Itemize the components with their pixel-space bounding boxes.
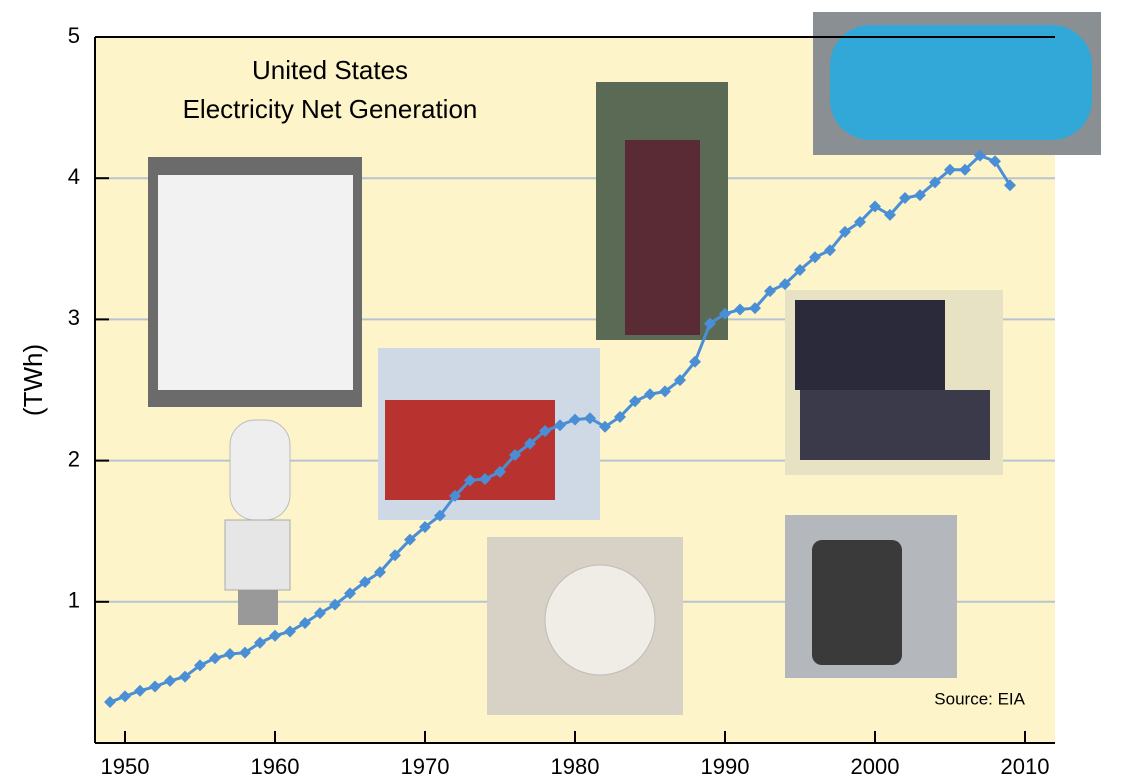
data-point — [854, 215, 866, 228]
data-point — [359, 576, 371, 589]
data-point — [374, 566, 386, 579]
data-point — [599, 420, 611, 433]
data-point — [914, 189, 926, 202]
data-point — [494, 465, 506, 478]
laptop-screen — [795, 300, 945, 390]
x-tick-label: 1950 — [101, 754, 150, 779]
data-point — [449, 489, 461, 502]
data-point — [869, 200, 881, 213]
data-point — [839, 225, 851, 238]
data-point — [569, 413, 581, 426]
data-point — [539, 424, 551, 437]
data-point — [794, 263, 806, 276]
data-point — [554, 419, 566, 432]
data-point — [719, 307, 731, 320]
data-point — [929, 176, 941, 189]
kimono — [625, 140, 700, 335]
series-group — [104, 149, 1016, 709]
data-point — [704, 317, 716, 330]
ipod — [812, 540, 902, 665]
data-point — [239, 646, 251, 659]
data-point — [689, 355, 701, 368]
data-point — [944, 163, 956, 176]
chart-title: United States — [252, 55, 408, 85]
data-point — [389, 549, 401, 562]
mri-scanner — [544, 564, 656, 676]
data-point — [644, 388, 656, 401]
data-point — [419, 520, 431, 533]
data-point — [404, 533, 416, 546]
x-tick-label: 1970 — [401, 754, 450, 779]
data-point — [989, 155, 1001, 168]
data-point — [254, 636, 266, 649]
data-point — [779, 278, 791, 291]
x-tick-label: 1990 — [701, 754, 750, 779]
data-point — [194, 659, 206, 672]
y-tick-label: 1 — [68, 588, 80, 613]
x-tick-label: 2010 — [1001, 754, 1050, 779]
car — [830, 25, 1092, 140]
data-point — [524, 437, 536, 450]
y-tick-label: 5 — [68, 23, 80, 48]
data-point — [104, 696, 116, 709]
data-point — [629, 395, 641, 408]
data-point — [749, 302, 761, 315]
data-point — [974, 149, 986, 162]
data-point — [119, 690, 131, 703]
y-axis-label: (TWh) — [18, 344, 48, 416]
x-tick-label: 2000 — [851, 754, 900, 779]
data-point — [809, 251, 821, 264]
data-point — [959, 163, 971, 176]
x-tick-label: 1980 — [551, 754, 600, 779]
source-note: Source: EIA — [934, 689, 1025, 708]
data-point — [434, 509, 446, 522]
data-point — [299, 616, 311, 629]
data-point — [764, 285, 776, 298]
data-point — [884, 208, 896, 221]
bulb-screw — [238, 590, 278, 625]
chart-subtitle: Electricity Net Generation — [183, 94, 478, 124]
data-point — [269, 629, 281, 642]
refrigerator — [158, 175, 353, 390]
data-point — [284, 625, 296, 638]
laptop-keyboard — [800, 390, 990, 460]
y-tick-label: 4 — [68, 164, 80, 189]
y-tick-label: 2 — [68, 446, 80, 471]
data-point — [209, 652, 221, 665]
data-point — [614, 410, 626, 423]
data-point — [464, 474, 476, 487]
data-point — [659, 385, 671, 398]
data-point — [149, 680, 161, 693]
data-point — [164, 674, 176, 687]
data-point — [179, 670, 191, 683]
photos — [148, 12, 1101, 715]
y-tick-label: 3 — [68, 305, 80, 330]
bulb-spiral — [229, 419, 291, 521]
data-point — [899, 191, 911, 204]
data-point — [314, 607, 326, 620]
data-point — [329, 598, 341, 611]
data-point — [734, 303, 746, 316]
data-point — [1004, 179, 1016, 192]
bulb-base — [224, 519, 291, 591]
data-point — [134, 684, 146, 697]
data-point — [674, 374, 686, 387]
data-point — [824, 244, 836, 257]
data-point — [344, 587, 356, 600]
data-point — [479, 472, 491, 485]
data-point — [509, 448, 521, 461]
data-point — [584, 412, 596, 425]
data-point — [224, 648, 236, 661]
x-tick-label: 1960 — [251, 754, 300, 779]
